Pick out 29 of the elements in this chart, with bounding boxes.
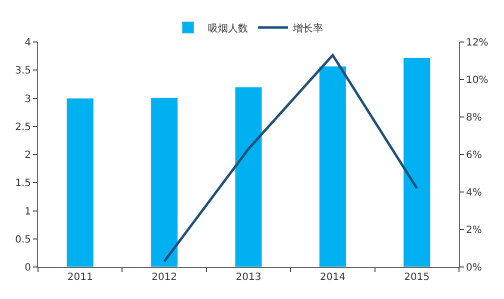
y2-tick-label: 8% bbox=[466, 112, 482, 124]
bar bbox=[403, 58, 431, 267]
y-tick-label: 1 bbox=[24, 206, 31, 218]
y2-tick-label: 2% bbox=[466, 225, 482, 236]
y-tick-label: 2 bbox=[24, 150, 31, 161]
x-tick-label: 2011 bbox=[67, 272, 93, 283]
x-tick-label: 2013 bbox=[236, 272, 262, 283]
y2-tick-label: 12% bbox=[466, 38, 488, 48]
bar bbox=[234, 86, 262, 267]
legend-label: 吸烟人数 bbox=[208, 22, 248, 34]
y2-tick-label: 0% bbox=[466, 262, 482, 274]
legend-label: 增长率 bbox=[292, 22, 323, 34]
y-tick-label: 2.5 bbox=[15, 122, 31, 133]
bar bbox=[66, 98, 94, 267]
bar bbox=[150, 97, 178, 267]
y-tick-label: 4 bbox=[24, 38, 31, 48]
y-tick-label: 0.5 bbox=[15, 234, 31, 246]
x-tick-label: 2015 bbox=[404, 272, 430, 283]
y2-tick-label: 4% bbox=[466, 188, 482, 198]
bar bbox=[318, 66, 346, 267]
y-tick-label: 1.5 bbox=[15, 178, 31, 190]
line-series bbox=[163, 54, 418, 263]
y-tick-label: 3 bbox=[24, 94, 31, 105]
y-tick-label: 0 bbox=[24, 262, 31, 274]
x-tick-label: 2012 bbox=[152, 272, 178, 283]
y2-tick-label: 6% bbox=[466, 150, 482, 161]
y2-tick-label: 10% bbox=[466, 75, 488, 86]
y-tick-label: 3.5 bbox=[15, 66, 31, 77]
x-tick-label: 2014 bbox=[320, 272, 346, 283]
